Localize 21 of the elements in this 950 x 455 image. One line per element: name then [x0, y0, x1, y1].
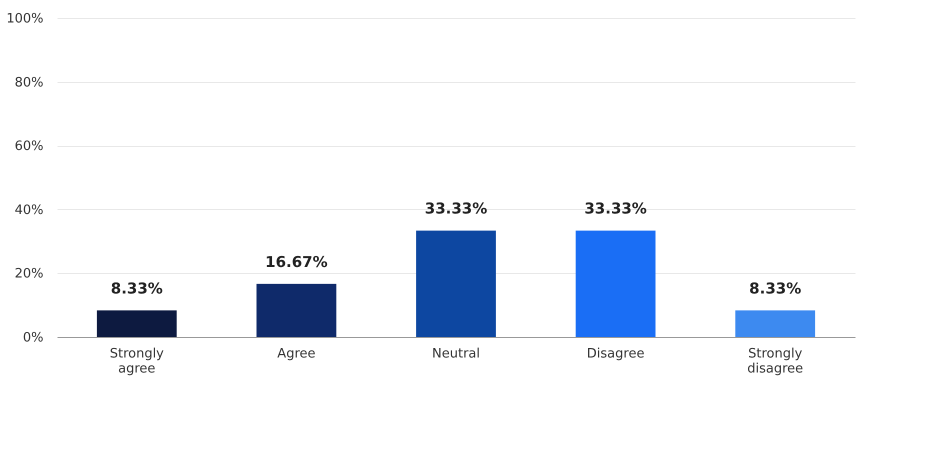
data-label: 33.33% [584, 200, 647, 218]
y-tick-label: 0% [22, 330, 44, 346]
x-tick-label: Agree [277, 346, 316, 362]
x-tick-label: Strongly agree [110, 346, 164, 376]
x-tick-label: Strongly disagree [747, 346, 804, 376]
data-label: 8.33% [749, 279, 802, 298]
y-tick-label: 80% [14, 75, 44, 90]
bar [576, 230, 656, 337]
data-label: 8.33% [110, 279, 163, 298]
y-tick-label: 100% [6, 12, 44, 26]
y-tick-label: 60% [14, 139, 44, 154]
data-label: 33.33% [424, 200, 488, 218]
bar [96, 310, 177, 337]
data-label: 16.67% [265, 252, 328, 271]
y-tick-label: 20% [14, 266, 44, 282]
x-tick-label: Disagree [586, 346, 644, 362]
bar [256, 284, 336, 337]
bar [735, 310, 816, 337]
x-tick-label: Neutral [432, 346, 480, 362]
y-tick-label: 40% [14, 202, 44, 218]
bar [416, 230, 496, 337]
